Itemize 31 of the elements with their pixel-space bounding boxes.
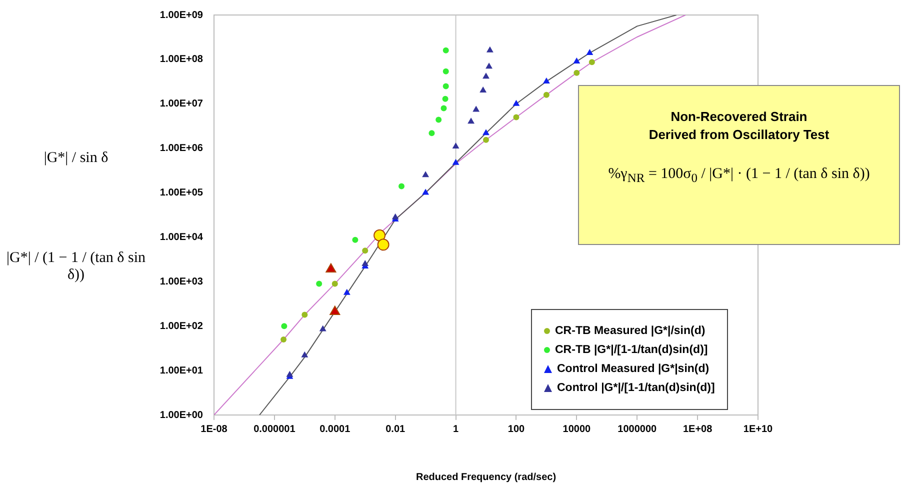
y-axis-title: |G*| / sin δ (42, 150, 110, 167)
y-tick-label: 1.00E+04 (160, 232, 204, 243)
x-tick-label: 10000 (562, 424, 592, 435)
legend-label: Control Measured |G*|sin(d) (557, 363, 710, 375)
legend-label: CR-TB |G*|/[1-1/tan(d)sin(d)] (555, 344, 708, 356)
legend-label: CR-TB Measured |G*|/sin(d) (555, 325, 706, 337)
y-tick-label: 1.00E+02 (160, 320, 204, 332)
x-tick-label: 0.000001 (254, 424, 296, 435)
y-tick-label: 1.00E+07 (160, 98, 204, 110)
y-tick-label: 1.00E+06 (160, 143, 204, 154)
y-tick-label: 1.00E+09 (160, 10, 204, 21)
x-tick-label: 1000000 (618, 424, 658, 435)
legend-label: Control |G*|/[1-1/tan(d)sin(d)] (557, 382, 715, 394)
y-tick-label: 1.00E+00 (160, 410, 204, 421)
y-tick-label: 1.00E+03 (160, 276, 204, 288)
x-tick-label: 1E+10 (743, 424, 774, 435)
annotation: Non-Recovered Strain (670, 108, 808, 126)
note-box: Non-Recovered Strain Derived from Oscillatory Test %γ$_{NR}$ = 100σ$_{0}$ / |G*| · (1 − 1 / (tan δ sin δ)) (578, 85, 900, 245)
y-tick-label: 1.00E+05 (160, 188, 204, 199)
x-tick-label: 1 (452, 424, 459, 435)
x-axis-title: Reduced Frequency (rad/sec) (416, 472, 556, 483)
x-tick-label: 1E+08 (682, 424, 713, 435)
x-tick-label: 0.0001 (320, 424, 351, 435)
annotation: Derived from Oscillatory Test (648, 126, 830, 144)
text: |G*| / (1 − 1 / (tan δ sin δ)) (5, 250, 147, 284)
annotation: %γ$_{NR}$ = 100σ$_{0}$ / |G*| · (1 − 1 / (tan δ sin δ)) (607, 166, 871, 186)
x-tick-label: 0.01 (386, 424, 406, 435)
x-tick-label: 1E-08 (200, 424, 228, 435)
y-tick-label: 1.00E+01 (160, 365, 204, 376)
y-tick-label: 1.00E+08 (160, 54, 204, 66)
x-tick-label: 100 (508, 424, 525, 435)
